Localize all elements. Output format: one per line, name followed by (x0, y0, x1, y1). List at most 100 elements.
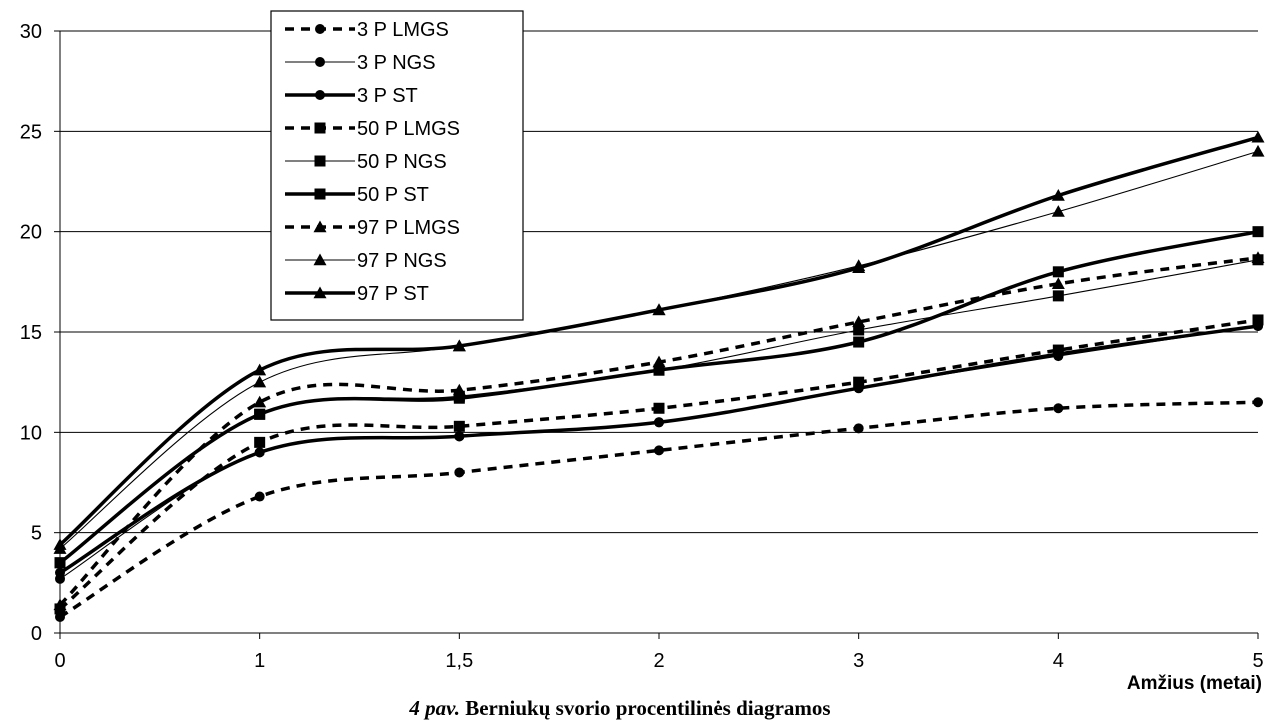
data-point-50-p-lmgs-4 (853, 376, 865, 388)
series-3-p-lmgs (55, 397, 1263, 622)
data-point-3-p-lmgs-2 (454, 467, 465, 478)
data-point-97-p-st-6 (1251, 130, 1265, 143)
data-point-97-p-lmgs-2 (452, 383, 466, 396)
data-point-3-p-lmgs-4 (853, 423, 864, 434)
data-point-97-p-ngs-6 (1251, 144, 1265, 157)
x-axis-label: Amžius (metai) (1127, 673, 1262, 694)
data-point-50-p-lmgs-6 (1252, 314, 1264, 326)
legend-marker-3-p-ngs (315, 57, 325, 67)
data-point-50-p-st-0 (54, 557, 66, 569)
y-tick-label-5: 5 (31, 523, 42, 545)
y-tick-label-15: 15 (20, 322, 42, 344)
figure-number: 4 pav. (409, 696, 460, 720)
data-point-97-p-st-5 (1051, 189, 1065, 201)
x-tick-label-6: 5 (1252, 650, 1263, 672)
data-point-3-p-st-0 (55, 567, 65, 578)
data-point-97-p-lmgs-0 (53, 598, 67, 611)
data-point-97-p-lmgs-3 (652, 355, 666, 368)
legend-item-97-p-st: 97 P ST (285, 283, 429, 305)
data-point-97-p-ngs-5 (1051, 205, 1065, 217)
legend-label-3-p-lmgs: 3 P LMGS (357, 19, 449, 41)
legend-marker-97-p-st (313, 286, 327, 299)
legend-marker-97-p-ngs (313, 253, 327, 266)
data-point-50-p-ngs-5 (1052, 290, 1064, 302)
data-point-50-p-st-2 (453, 392, 465, 404)
data-point-50-p-st-5 (1052, 266, 1064, 278)
y-tick-label-20: 20 (20, 222, 42, 244)
data-point-3-p-st-2 (454, 431, 465, 442)
y-tick-label-10: 10 (20, 422, 42, 444)
y-tick-label-30: 30 (20, 21, 42, 43)
caption-text: Berniukų svorio procentilinės diagramos (459, 696, 831, 720)
data-point-97-p-st-1 (253, 363, 267, 376)
legend-item-50-p-ngs: 50 P NGS (285, 151, 447, 173)
legend-item-50-p-lmgs: 50 P LMGS (285, 118, 460, 140)
data-point-50-p-lmgs-1 (254, 436, 266, 448)
y-tick-label-0: 0 (31, 623, 42, 645)
legend-label-97-p-st: 97 P ST (357, 283, 429, 305)
data-point-3-p-lmgs-5 (1053, 403, 1064, 414)
data-point-97-p-st-4 (852, 261, 866, 273)
legend-marker-50-p-lmgs (314, 122, 326, 134)
series-line-3-p-lmgs (59, 400, 1259, 619)
legend-label-3-p-st: 3 P ST (357, 85, 418, 107)
data-point-3-p-lmgs-0 (55, 611, 65, 622)
data-point-50-p-lmgs-2 (453, 420, 465, 432)
legend-item-3-p-st: 3 P ST (285, 85, 418, 107)
data-point-97-p-lmgs-1 (253, 395, 267, 408)
data-point-97-p-st-3 (652, 303, 666, 316)
data-point-3-p-st-3 (654, 417, 664, 428)
legend-item-97-p-ngs: 97 P NGS (285, 250, 447, 272)
legend-marker-50-p-st (314, 188, 326, 200)
legend-label-50-p-st: 50 P ST (357, 184, 429, 206)
y-axis-ticks: 0 5 10 15 20 25 30 (20, 21, 60, 645)
legend-item-97-p-lmgs: 97 P LMGS (285, 217, 460, 239)
data-point-50-p-st-1 (254, 408, 266, 420)
legend-marker-97-p-lmgs (313, 220, 327, 233)
data-point-50-p-st-4 (853, 336, 865, 348)
series-group (53, 130, 1265, 622)
x-tick-label-5: 4 (1053, 650, 1064, 672)
data-point-3-p-lmgs-6 (1253, 397, 1263, 408)
series-97-p-st (53, 130, 1265, 550)
data-point-50-p-lmgs-5 (1052, 344, 1064, 356)
x-tick-label-2: 1,5 (445, 650, 473, 672)
x-tick-label-3: 2 (653, 650, 664, 672)
data-point-50-p-st-6 (1252, 226, 1264, 238)
x-tick-label-0: 0 (54, 650, 65, 672)
x-axis-ticks: 0 1 1,5 2 3 4 5 (54, 633, 1264, 672)
data-point-3-p-lmgs-1 (254, 491, 265, 502)
x-tick-label-1: 1 (254, 650, 265, 672)
legend-item-3-p-lmgs: 3 P LMGS (285, 19, 449, 41)
legend-label-3-p-ngs: 3 P NGS (357, 52, 436, 74)
legend-marker-3-p-lmgs (315, 24, 325, 34)
legend: 3 P LMGS 3 P NGS 3 P ST 50 P LMGS 50 P NGS 50… (270, 10, 524, 321)
data-point-50-p-lmgs-3 (653, 402, 665, 414)
gridlines (60, 30, 1258, 534)
data-point-97-p-lmgs-6 (1251, 251, 1265, 263)
x-tick-label-4: 3 (853, 650, 864, 672)
legend-label-97-p-lmgs: 97 P LMGS (357, 217, 460, 239)
data-point-50-p-st-3 (653, 364, 665, 376)
series-97-p-lmgs (53, 251, 1265, 611)
y-tick-label-25: 25 (20, 121, 42, 143)
figure-caption: 4 pav. Berniukų svorio procentilinės dia… (300, 696, 940, 721)
legend-marker-3-p-st (315, 90, 325, 100)
legend-item-50-p-st: 50 P ST (285, 184, 429, 206)
data-point-97-p-st-2 (452, 339, 466, 352)
data-point-3-p-st-1 (254, 447, 265, 458)
data-point-3-p-lmgs-3 (654, 445, 664, 456)
data-point-50-p-ngs-4 (853, 324, 865, 336)
series-line-97-p-st (58, 135, 1259, 547)
legend-label-97-p-ngs: 97 P NGS (357, 250, 447, 272)
data-point-97-p-st-0 (53, 538, 67, 550)
data-point-97-p-lmgs-4 (852, 315, 866, 328)
series-50-p-st (54, 226, 1264, 569)
legend-item-3-p-ngs: 3 P NGS (285, 52, 436, 74)
legend-label-50-p-ngs: 50 P NGS (357, 151, 447, 173)
series-line-50-p-st (58, 229, 1259, 565)
data-point-97-p-lmgs-5 (1051, 277, 1065, 290)
data-point-97-p-ngs-1 (253, 375, 267, 388)
legend-marker-50-p-ngs (314, 155, 326, 167)
